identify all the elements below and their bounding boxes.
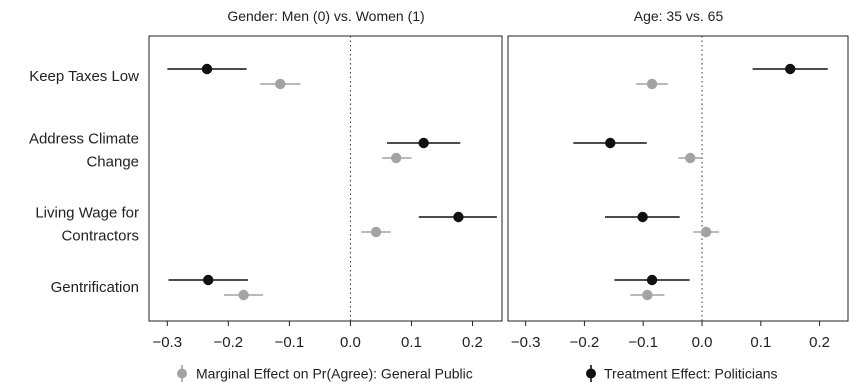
point-politicians-living-wage-for-contractors (453, 211, 464, 223)
x-tick-label: 0.2 (809, 334, 830, 351)
point-public-keep-taxes-low (646, 78, 658, 90)
x-tick-label: −0.3 (511, 334, 541, 351)
legend-marker-public (177, 368, 187, 379)
point-public-living-wage-for-contractors (370, 226, 382, 238)
legend-label-politicians: Treatment Effect: Politicians (604, 366, 778, 382)
x-tick-label: 0.0 (692, 334, 713, 351)
x-tick-label: −0.1 (628, 334, 658, 351)
facet-panel-1: Gender: Men (0) vs. Women (1) −0.3 −0.2 −0.… (148, 8, 503, 351)
x-tick-label: 0.2 (462, 334, 483, 351)
x-tick-label: 0.1 (401, 334, 422, 351)
facet-title-1: Gender: Men (0) vs. Women (1) (227, 8, 424, 24)
point-public-gentrification (642, 289, 653, 301)
point-politicians-gentrification (646, 274, 658, 286)
y-label-gentrification: Gentrification (51, 279, 139, 296)
point-politicians-keep-taxes-low (201, 63, 213, 75)
facet-panel-2: Age: 35 vs. 65 −0.3 −0.2 −0.1 0.0 0.1 0.2 (507, 8, 849, 351)
y-label-address-climate-change: Address Climate Change (29, 131, 139, 171)
x-tick-label: −0.2 (570, 334, 600, 351)
x-tick-label: 0.0 (340, 334, 361, 351)
y-label-keep-taxes-low: Keep Taxes Low (29, 68, 139, 85)
x-tick-label: −0.1 (275, 334, 305, 351)
point-public-address-climate-change (390, 152, 402, 164)
point-public-living-wage-for-contractors (700, 226, 712, 238)
point-politicians-keep-taxes-low (785, 63, 796, 75)
x-tick-label: 0.1 (750, 334, 771, 351)
point-politicians-address-climate-change (418, 137, 429, 149)
point-public-address-climate-change (685, 152, 696, 164)
legend-marker-politicians (586, 368, 596, 379)
legend-label-public: Marginal Effect on Pr(Agree): General Pu… (196, 366, 473, 382)
point-politicians-address-climate-change (605, 137, 616, 149)
y-label-living-wage-for-contractors: Living Wage for Contractors (35, 205, 139, 245)
point-politicians-gentrification (203, 274, 214, 286)
panel-border (148, 35, 503, 322)
x-tick-label: −0.2 (214, 334, 244, 351)
point-public-keep-taxes-low (275, 78, 286, 90)
point-public-gentrification (238, 289, 249, 301)
point-politicians-living-wage-for-contractors (637, 211, 648, 223)
x-tick-label: −0.3 (152, 334, 182, 351)
panel-border (507, 35, 849, 322)
facet-title-2: Age: 35 vs. 65 (634, 8, 724, 24)
